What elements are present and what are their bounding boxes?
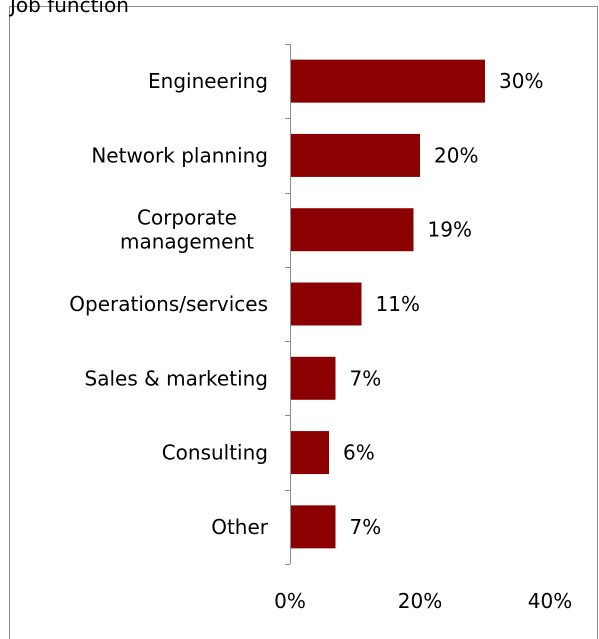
category-label: Network planning: [91, 143, 268, 167]
category-label: Consulting: [162, 441, 268, 465]
value-label: 11%: [376, 292, 420, 316]
value-label: 20%: [434, 143, 478, 167]
value-label: 30%: [499, 69, 543, 93]
category-label: Engineering: [148, 69, 268, 93]
value-label: 19%: [428, 218, 472, 242]
x-tick-label: 40%: [528, 589, 572, 613]
bar: [291, 282, 362, 326]
chart-title-cutoff: Job function: [10, 0, 129, 17]
category-label: Operations/services: [69, 292, 268, 316]
x-tick-label: 0%: [274, 589, 306, 613]
bar: [291, 208, 414, 252]
bar: [291, 505, 336, 549]
bars-layer: 30% Engineering 20% Network planning 19% Corp…: [69, 44, 572, 613]
value-label: 7%: [350, 515, 382, 539]
bar: [291, 59, 485, 103]
bar: [291, 356, 336, 400]
x-tick-label: 20%: [398, 589, 442, 613]
chart-frame: Job function: [9, 0, 598, 639]
value-label: 7%: [350, 366, 382, 390]
category-label: Other: [211, 515, 269, 539]
value-label: 6%: [343, 441, 375, 465]
category-label: Sales & marketing: [85, 366, 268, 390]
category-label: Corporate management: [120, 206, 254, 254]
bar: [291, 133, 420, 177]
bar: [291, 431, 329, 475]
